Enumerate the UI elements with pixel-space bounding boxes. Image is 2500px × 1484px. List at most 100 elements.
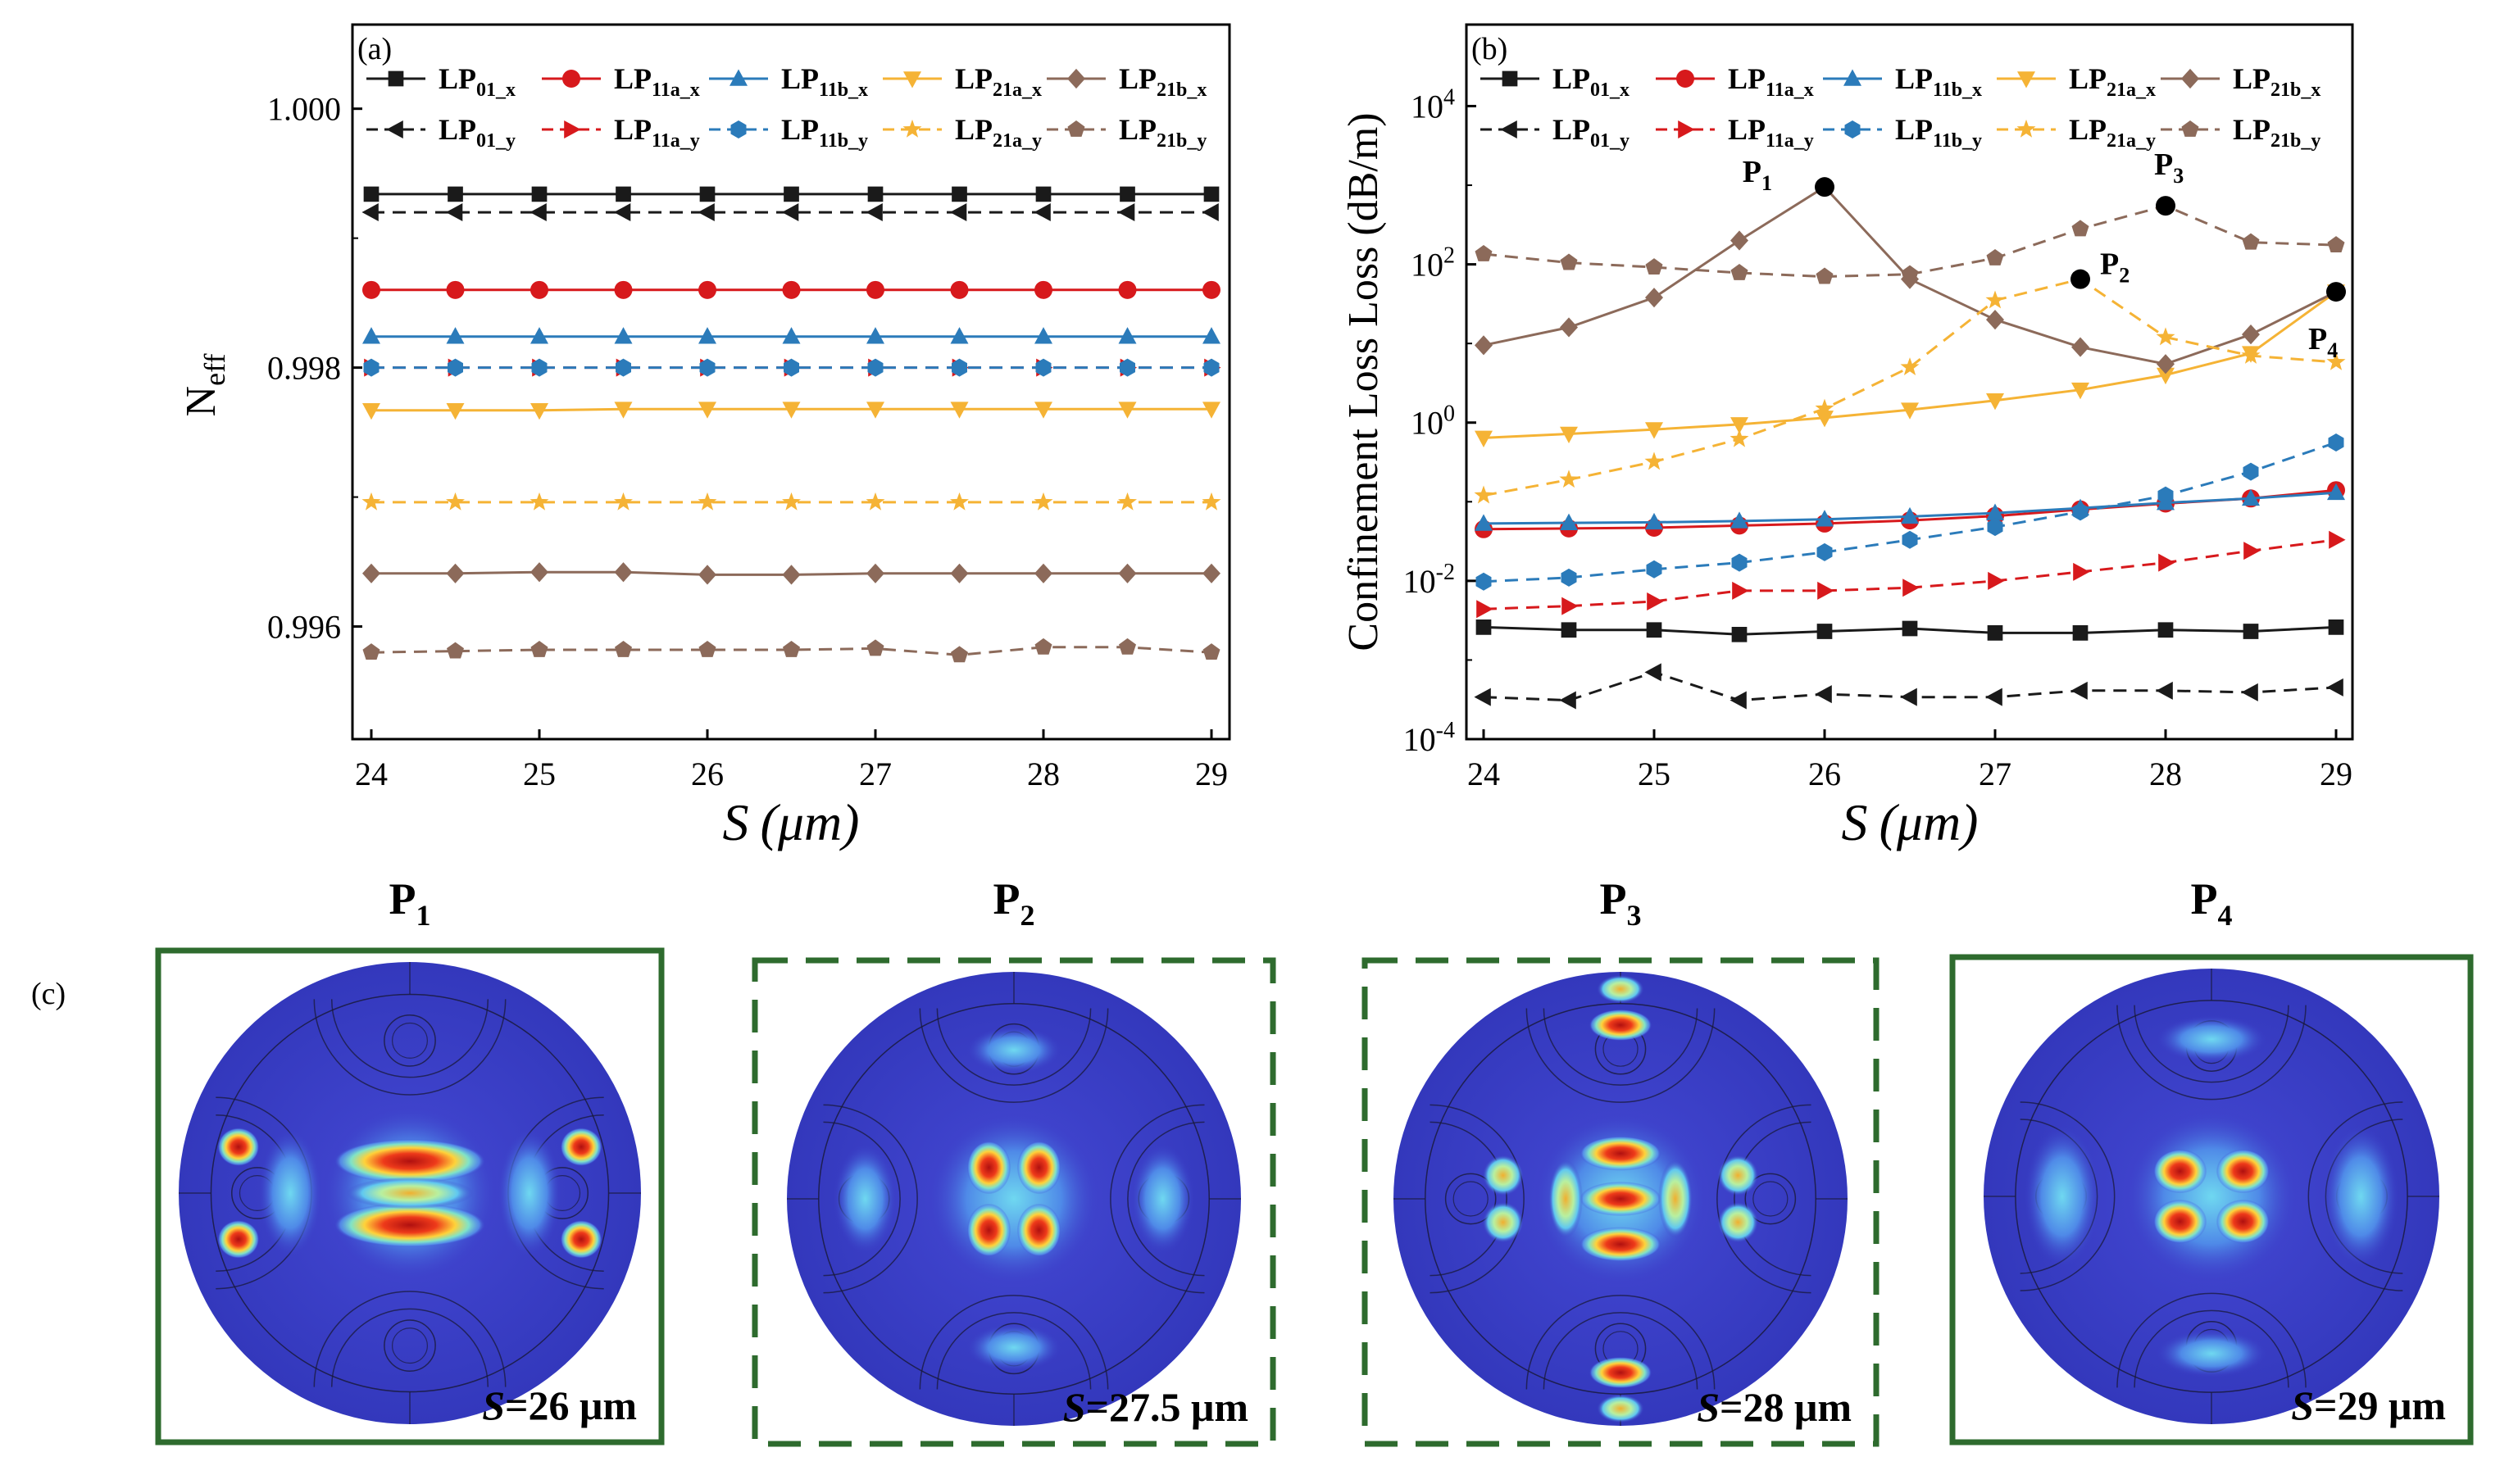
legend-swatch-marker (386, 120, 403, 138)
field-lobe (334, 1202, 486, 1248)
legend-swatch-marker (730, 69, 748, 86)
x-tick-label-a: 29 (1195, 756, 1228, 792)
field-lobe (1717, 1201, 1759, 1243)
data-point-LP11b_y (2243, 462, 2259, 481)
mode-profile-2: P2 S=27.5 μm (752, 874, 1276, 1447)
tube-arc-outer (1716, 1104, 1811, 1294)
data-point-LP01_y (361, 203, 379, 222)
data-point-LP11a_x (530, 280, 548, 299)
legend-label: LP11b_x (781, 62, 868, 101)
annotations-b: P1 P2 P3 P4 (1743, 147, 2346, 362)
tube-arc-inner (2134, 1309, 2289, 1388)
tube-nested-circle-inner (1752, 1181, 1789, 1217)
annotation-label: P2 (2100, 247, 2130, 288)
field-lobe (966, 1323, 1061, 1372)
legend-swatch-marker (1067, 120, 1085, 137)
field-lobe (1597, 1394, 1644, 1423)
data-point-LP11a_x (614, 280, 633, 299)
data-point-LP21a_x (698, 402, 716, 419)
tube-nested-circle (1444, 1173, 1497, 1225)
legend-a: LP01_x LP11a_x LP11b_x LP21a_x LP21b_x LP01_y… (366, 62, 1207, 152)
data-point-LP11b_x (1730, 511, 1748, 529)
legend-label: LP11a_x (614, 62, 700, 101)
panel-c-label: (c) (31, 977, 66, 1011)
data-point-LP01_x (1646, 622, 1662, 638)
data-point-LP11b_x (446, 327, 465, 344)
x-tick-label-b: 25 (1638, 756, 1670, 792)
legend-swatch-marker (1678, 120, 1695, 138)
data-point-LP21a_y (698, 492, 717, 511)
data-point-LP11b_y (1646, 560, 1662, 579)
panel-c: (c) P1 S=26 μm P2 S=27.5 μm P3 S=28 μm P4 S=29 … (31, 874, 2474, 1447)
data-point-LP21b_y (2242, 233, 2260, 250)
data-point-LP21b_y (615, 641, 632, 657)
data-point-LP21a_x (2071, 382, 2089, 400)
tube-nested-circle (384, 1319, 436, 1372)
data-point-LP21b_x (2242, 324, 2260, 345)
data-point-LP11a_y (1988, 571, 2005, 590)
data-point-LP01_x (2328, 619, 2344, 635)
data-point-LP21a_x (1202, 402, 1220, 419)
data-point-LP11b_y (531, 358, 548, 377)
series-LP21b_y (1475, 197, 2345, 284)
data-point-LP21a_x (614, 402, 633, 419)
data-point-LP01_y (1034, 203, 1051, 222)
legend-swatch-marker (564, 120, 581, 138)
data-point-LP11b_x (1118, 327, 1137, 344)
legend-item-LP21a_x: LP21a_x (1997, 62, 2156, 101)
legend-label: LP01_y (1552, 113, 1630, 152)
data-point-LP11a_y (1817, 581, 1834, 600)
data-point-LP21b_y (1202, 643, 1220, 660)
fiber-tube (313, 1291, 507, 1387)
series-b (1474, 177, 2346, 710)
x-axis-label-b: S (μm) (1842, 793, 1979, 851)
series-LP21a_y (1474, 269, 2346, 504)
data-point-LP01_y (1559, 691, 1576, 710)
data-point-LP21b_x (1034, 563, 1052, 583)
field-lobe (2024, 1125, 2100, 1268)
data-point-LP11a_x (362, 280, 380, 299)
data-point-LP11b_x (1034, 327, 1052, 344)
data-point-LP21b_y (783, 641, 800, 657)
data-point-LP01_y (781, 203, 799, 222)
legend-item-LP01_y: LP01_y (1480, 113, 1630, 152)
mode-profile-title: P4 (2191, 874, 2233, 932)
data-point-LP21b_y (1816, 267, 1834, 284)
data-point-LP01_x (531, 186, 548, 202)
tube-nested-circle-inner (392, 1022, 428, 1059)
data-point-LP21b_x (1118, 563, 1137, 583)
data-point-LP21b_x (362, 563, 380, 583)
legend-label: LP21b_x (2233, 62, 2320, 101)
data-point-LP11b_y (2328, 433, 2344, 452)
data-point-LP21a_y (2241, 346, 2261, 364)
data-point-LP21a_x (530, 402, 548, 420)
fiber-tube (1716, 1104, 1811, 1294)
field-lobe (2323, 1125, 2399, 1268)
legend-item-LP11a_y: LP11a_y (542, 113, 700, 152)
data-point-LP21b_y (866, 639, 884, 656)
mode-profile-title: P1 (389, 874, 431, 932)
data-point-LP01_y (1730, 691, 1747, 710)
panel-a-label: (a) (357, 32, 392, 66)
data-point-LP11b_y (2072, 502, 2089, 521)
data-point-LP01_x (1731, 626, 1748, 642)
series-LP21a_x (362, 402, 1220, 420)
data-point-LP21b_x (446, 563, 465, 583)
tube-arc-outer (313, 999, 507, 1096)
legend-swatch-marker (2016, 119, 2036, 138)
data-point-LP21a_x (1645, 422, 1663, 439)
data-point-LP21a_x (782, 402, 801, 419)
legend-label: LP11a_y (1728, 113, 1814, 152)
field-lobe (2153, 1149, 2207, 1194)
data-point-LP21a_x (446, 402, 465, 420)
mode-profile-frame (752, 957, 1276, 1447)
series-line-LP21a_y (1483, 278, 2337, 497)
legend-item-LP21b_y: LP21b_y (2161, 113, 2320, 152)
data-point-LP21b_y (2327, 236, 2345, 253)
mode-profiles: P1 S=26 μm P2 S=27.5 μm P3 S=28 μm P4 S=29 μm (155, 874, 2474, 1447)
data-point-LP11a_x (950, 280, 969, 299)
tube-nested-circle (384, 1014, 436, 1067)
legend-item-LP11a_x: LP11a_x (1656, 62, 1814, 101)
data-point-LP11b_x (1560, 513, 1578, 530)
mode-profile-frame (1361, 957, 1880, 1447)
